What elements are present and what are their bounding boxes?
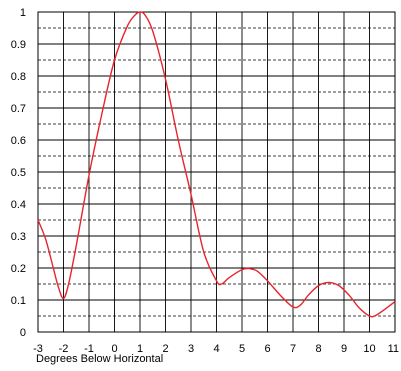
x-tick-label: 4 — [213, 343, 219, 355]
y-tick-label: 0.8 — [11, 71, 26, 83]
x-axis-tick-labels: -3 -2 -1 0 1 2 3 4 5 6 7 8 9 10 11 — [33, 343, 399, 355]
x-tick-label: 8 — [315, 343, 321, 355]
plot-frame — [37, 11, 396, 333]
x-tick-label: 3 — [188, 343, 194, 355]
x-tick-label: 6 — [264, 343, 270, 355]
y-tick-label: 0.3 — [11, 231, 26, 243]
y-tick-label: 0 — [20, 327, 26, 339]
x-tick-label: -2 — [59, 343, 69, 355]
x-tick-label: 2 — [162, 343, 168, 355]
y-tick-label: 1 — [20, 7, 26, 19]
x-tick-label: -1 — [84, 343, 94, 355]
x-tick-label: -3 — [33, 343, 43, 355]
y-tick-label: 0.4 — [11, 199, 26, 211]
x-tick-label: 0 — [111, 343, 117, 355]
y-axis-tick-labels: 0 0.1 0.2 0.3 0.4 0.5 0.6 0.7 0.8 0.9 1 — [11, 7, 26, 339]
y-tick-label: 0.6 — [11, 135, 26, 147]
y-tick-label: 0.7 — [11, 103, 26, 115]
x-tick-label: 9 — [341, 343, 347, 355]
y-tick-label: 0.1 — [11, 295, 26, 307]
x-tick-label: 7 — [290, 343, 296, 355]
x-tick-label: 1 — [137, 343, 143, 355]
x-tick-label: 11 — [388, 343, 399, 355]
y-tick-label: 0.9 — [11, 39, 26, 51]
y-tick-label: 0.2 — [11, 263, 26, 275]
x-tick-label: 5 — [239, 343, 245, 355]
x-tick-label: 10 — [363, 343, 375, 355]
x-axis-label: Degrees Below Horizontal — [36, 353, 163, 365]
y-tick-label: 0.5 — [11, 167, 26, 179]
series-line — [37, 11, 396, 318]
